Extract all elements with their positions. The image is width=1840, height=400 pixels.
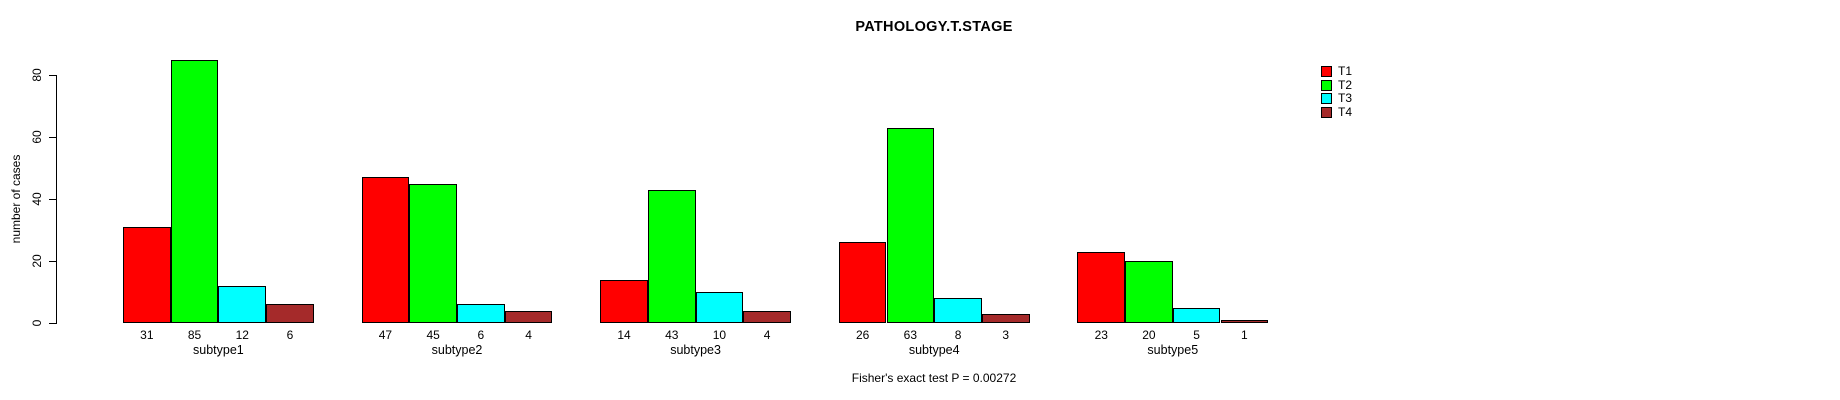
annotation-fishers-test: Fisher's exact test P = 0.00272 — [851, 371, 1017, 385]
legend-item-T3: T3 — [1321, 91, 1353, 105]
legend-swatch-T4 — [1321, 106, 1332, 118]
y-axis-tick-label: 0 — [30, 319, 44, 327]
legend-item-T1: T1 — [1321, 64, 1353, 78]
bar-T1-subtype3 — [600, 279, 648, 323]
bar-value-label: 3 — [1002, 328, 1010, 342]
y-axis-label: number of cases — [9, 154, 23, 244]
bar-value-label: 6 — [286, 328, 294, 342]
legend-label: T3 — [1338, 91, 1353, 105]
bar-T3-subtype5 — [1172, 307, 1221, 323]
bar-T3-subtype3 — [695, 292, 744, 323]
bar-value-label: 47 — [378, 328, 393, 342]
bar-T1-subtype2 — [361, 177, 410, 323]
y-axis-tick-label: 60 — [30, 130, 44, 144]
bar-value-label: 12 — [235, 328, 249, 342]
legend-swatch-T1 — [1321, 66, 1332, 77]
bar-value-label: 43 — [665, 328, 679, 342]
y-axis-tick — [49, 261, 56, 262]
x-category-label-subtype5: subtype5 — [1147, 343, 1199, 357]
x-category-label-subtype4: subtype4 — [908, 343, 960, 357]
y-axis-tick — [49, 323, 56, 324]
bar-T2-subtype5 — [1125, 261, 1173, 323]
legend-label: T2 — [1338, 77, 1353, 92]
y-axis-tick-label: 80 — [30, 68, 44, 82]
legend-swatch-T3 — [1321, 93, 1332, 104]
y-axis-tick-label: 40 — [30, 192, 44, 206]
bar-T4-subtype5 — [1220, 319, 1269, 323]
legend-item-T2: T2 — [1321, 77, 1353, 92]
bar-value-label: 1 — [1241, 328, 1248, 342]
y-axis-tick — [49, 137, 56, 138]
bar-value-label: 45 — [426, 328, 440, 342]
bar-T3-subtype1 — [218, 285, 267, 323]
bar-value-label: 23 — [1094, 328, 1108, 342]
bar-value-label: 6 — [477, 328, 485, 342]
bar-value-label: 14 — [617, 328, 631, 342]
y-axis-tick-label: 20 — [30, 254, 44, 268]
bar-T2-subtype3 — [647, 189, 696, 323]
bar-value-label: 31 — [140, 328, 154, 342]
bar-value-label: 63 — [903, 328, 918, 342]
x-category-label-subtype3: subtype3 — [670, 343, 721, 357]
bar-value-label: 85 — [187, 328, 202, 342]
bar-value-label: 4 — [763, 328, 771, 342]
bar-T3-subtype4 — [934, 298, 982, 323]
bar-T1-subtype5 — [1077, 251, 1126, 323]
x-category-label-subtype1: subtype1 — [193, 343, 244, 357]
bar-T2-subtype4 — [886, 127, 935, 323]
chart-title: PATHOLOGY.T.STAGE — [855, 19, 1013, 35]
legend: T1 T2 T3 T4 — [1321, 64, 1353, 119]
bar-T1-subtype4 — [838, 242, 887, 323]
legend-label: T1 — [1338, 64, 1353, 78]
bar-T4-subtype2 — [504, 310, 553, 323]
legend-swatch-T2 — [1321, 79, 1332, 91]
bar-value-label: 8 — [954, 328, 962, 342]
bar-T2-subtype1 — [170, 59, 219, 323]
bar-T3-subtype2 — [457, 304, 505, 323]
bar-value-label: 26 — [855, 328, 870, 342]
y-axis-tick — [49, 199, 56, 200]
bar-value-label: 4 — [525, 328, 532, 342]
y-axis-line — [56, 75, 57, 324]
bar-value-label: 5 — [1193, 328, 1200, 342]
legend-label: T4 — [1338, 104, 1353, 119]
bar-T4-subtype4 — [981, 313, 1030, 323]
y-axis-tick — [49, 75, 56, 76]
x-category-label-subtype2: subtype2 — [431, 343, 483, 357]
bar-T2-subtype2 — [409, 183, 457, 323]
legend-item-T4: T4 — [1321, 104, 1353, 119]
bar-T4-subtype3 — [743, 310, 791, 323]
bar-T4-subtype1 — [266, 304, 314, 323]
bar-value-label: 10 — [712, 328, 727, 342]
bar-value-label: 20 — [1142, 328, 1156, 342]
bar-T1-subtype1 — [123, 226, 171, 323]
